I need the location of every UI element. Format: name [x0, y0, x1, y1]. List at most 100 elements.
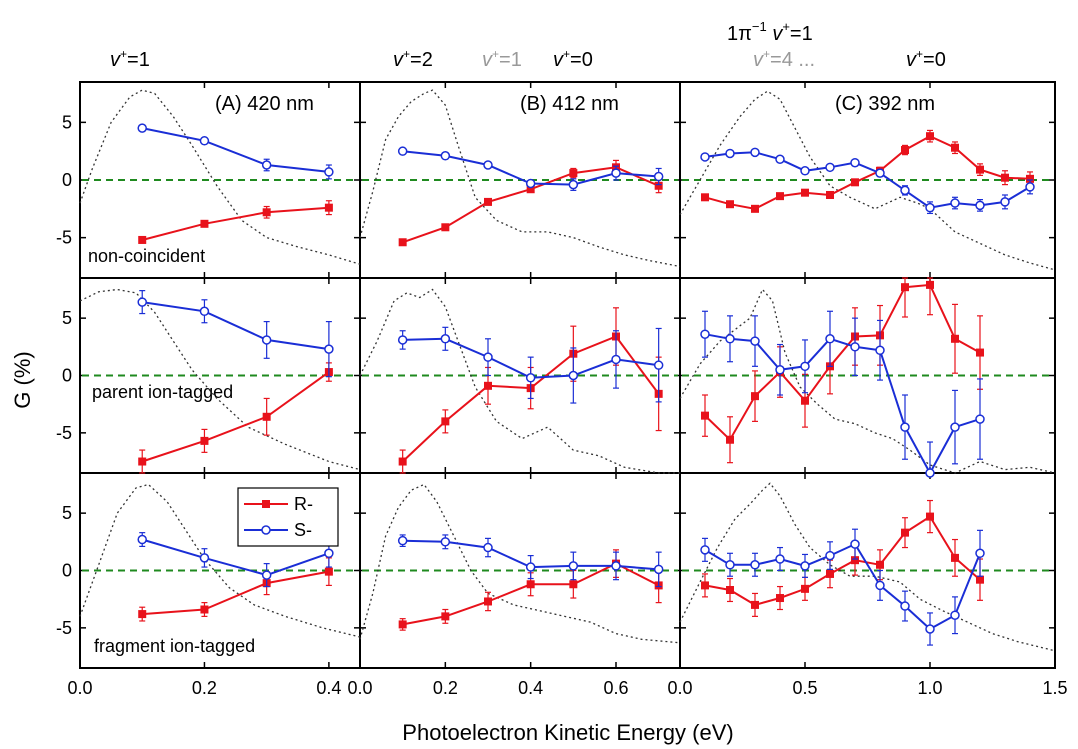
data-point-r — [324, 567, 333, 576]
data-point-s — [525, 178, 536, 189]
data-point-r — [776, 192, 784, 201]
data-point-r — [826, 190, 834, 199]
data-point-r — [926, 280, 934, 289]
data-point-r — [751, 392, 759, 401]
data-point-r — [701, 581, 709, 590]
data-point-s — [1000, 197, 1010, 207]
data-point-r — [200, 605, 209, 614]
data-point-r — [441, 223, 450, 232]
data-point-s — [483, 352, 493, 362]
data-point-s — [900, 601, 910, 611]
data-point-r — [726, 200, 734, 209]
x-tick-label: 0.0 — [347, 678, 372, 698]
spectrum-curve — [679, 288, 1056, 474]
series-line-r — [704, 515, 981, 606]
vib-label-a1: v+=1 — [110, 47, 150, 71]
row-label: fragment ion-tagged — [94, 636, 255, 656]
x-tick-label: 0.6 — [603, 678, 628, 698]
vib-label-c1: v+=4 ... — [753, 47, 815, 71]
spectrum-curve — [679, 482, 1056, 652]
data-point-r — [398, 238, 407, 247]
y-tick-label: 5 — [62, 503, 72, 523]
data-point-s — [397, 335, 408, 345]
x-tick-label: 1.5 — [1042, 678, 1067, 698]
x-tick-label: 0.2 — [433, 678, 458, 698]
data-point-r — [1001, 173, 1009, 182]
data-point-s — [261, 570, 272, 580]
vib-label-b3: v+=0 — [553, 47, 593, 71]
data-point-s — [568, 370, 579, 381]
data-point-s — [875, 580, 885, 591]
y-tick-label: 0 — [62, 366, 72, 386]
data-point-s — [975, 200, 985, 211]
data-point-r — [701, 411, 709, 420]
data-point-r — [484, 381, 492, 390]
y-axis-title: G (%) — [10, 351, 35, 408]
vib-label-c-top: 1π−1 v+=1 — [727, 19, 813, 45]
data-point-s — [825, 162, 835, 173]
data-point-r — [484, 597, 492, 606]
series-line-r — [704, 135, 1031, 210]
data-point-s — [875, 345, 885, 356]
panels: 5 0 -5 5 0 -5 5 0 -5 0.0 0.2 0.4 0.0 0.2 0.4 0.6 0.0 0.5 1… — [56, 81, 1068, 698]
series-line-s — [141, 127, 330, 173]
data-point-s — [199, 306, 210, 317]
data-point-r — [951, 553, 959, 562]
data-point-s — [483, 160, 493, 170]
data-point-s — [525, 373, 536, 383]
panel-label: (C) 392 nm — [835, 93, 935, 115]
data-point-r — [976, 348, 984, 357]
data-point-s — [975, 548, 985, 559]
data-point-s — [397, 146, 408, 156]
data-point-s — [775, 365, 785, 375]
vib-labels: v+=1 v+=2 v+=1 v+=0 1π−1 v+=1 v+=4 ... v… — [110, 19, 946, 71]
legend-marker-r — [262, 500, 270, 508]
data-point-s — [611, 561, 621, 571]
data-point-r — [951, 143, 959, 152]
data-point-s — [137, 534, 147, 545]
data-point-r — [138, 235, 147, 244]
y-tick-label: -5 — [56, 228, 72, 248]
spectrum-curve — [79, 89, 361, 265]
data-point-s — [800, 166, 810, 176]
data-point-r — [398, 457, 407, 466]
data-point-r — [526, 185, 535, 194]
data-point-s — [900, 185, 910, 196]
x-tick-label: 0.2 — [192, 678, 217, 698]
spectrum-curve — [359, 483, 681, 644]
data-point-r — [1026, 174, 1034, 183]
x-tick-label: 1.0 — [917, 678, 942, 698]
series-line-r — [141, 206, 329, 241]
data-point-s — [825, 334, 835, 344]
data-point-r — [851, 556, 859, 565]
data-point-s — [825, 550, 835, 561]
series-line-s — [704, 542, 981, 631]
series-line-s — [142, 301, 330, 351]
data-point-s — [700, 545, 710, 555]
data-point-s — [950, 198, 960, 208]
data-point-r — [751, 600, 759, 609]
data-point-s — [700, 329, 710, 339]
spectrum-curve — [79, 288, 361, 471]
data-point-s — [850, 157, 860, 168]
data-point-r — [726, 586, 734, 594]
data-point-s — [775, 554, 785, 564]
data-point-r — [926, 132, 934, 141]
data-point-s — [950, 610, 960, 620]
data-point-s — [440, 334, 451, 344]
data-point-s — [324, 167, 334, 177]
data-point-s — [137, 297, 147, 307]
data-point-r — [441, 612, 450, 621]
series-line-r — [402, 166, 660, 244]
data-point-r — [801, 396, 809, 405]
data-point-s — [850, 342, 860, 352]
legend-label-r: R- — [294, 494, 313, 514]
x-axis-title: Photoelectron Kinetic Energy (eV) — [402, 720, 733, 745]
data-point-r — [200, 436, 209, 445]
legend: R- S- — [237, 487, 339, 547]
data-point-r — [569, 580, 578, 589]
series-line-s — [141, 538, 330, 577]
data-point-s — [324, 548, 334, 559]
data-point-s — [700, 152, 710, 162]
